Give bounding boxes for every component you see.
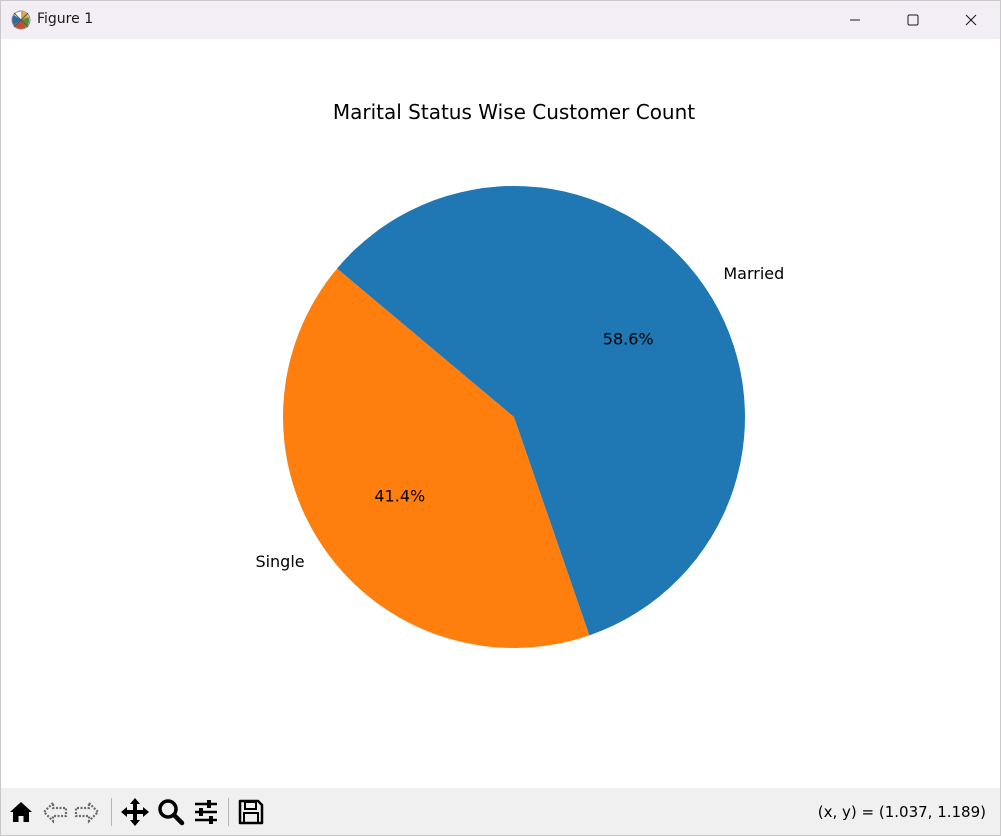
save-icon (238, 799, 264, 825)
home-button[interactable] (5, 796, 37, 828)
toolbar-separator (228, 798, 229, 826)
pct-label-married: 58.6% (603, 329, 654, 348)
back-button[interactable] (39, 796, 71, 828)
close-icon (965, 14, 977, 26)
pie-slices (283, 186, 746, 649)
navigation-toolbar: (x, y) = (1.037, 1.189) (1, 788, 1000, 835)
maximize-button[interactable] (885, 1, 941, 39)
toolbar-separator (111, 798, 112, 826)
minimize-icon (850, 19, 860, 21)
back-arrow-icon (42, 800, 68, 824)
pie-slice-married (337, 186, 746, 636)
matplotlib-app-icon (11, 10, 31, 30)
pie-slice-single (283, 268, 590, 649)
pie-chart: Marital Status Wise Customer Count 41.4%… (255, 100, 784, 649)
maximize-icon (907, 14, 919, 26)
forward-button[interactable] (71, 796, 103, 828)
pan-button[interactable] (119, 796, 151, 828)
configure-subplots-button[interactable] (190, 796, 222, 828)
move-icon (121, 798, 149, 826)
figure-canvas[interactable]: Marital Status Wise Customer Count 41.4%… (1, 39, 1000, 788)
window-title: Figure 1 (37, 11, 94, 27)
zoom-icon (158, 799, 185, 826)
category-label-single: Single (255, 552, 304, 571)
home-icon (10, 802, 32, 822)
forward-arrow-icon (74, 800, 100, 824)
category-label-married: Married (723, 264, 784, 283)
close-button[interactable] (943, 1, 999, 39)
pct-label-single: 41.4% (374, 487, 425, 506)
save-button[interactable] (235, 796, 267, 828)
zoom-button[interactable] (155, 796, 187, 828)
sliders-icon (195, 800, 217, 824)
cursor-coordinates: (x, y) = (1.037, 1.189) (817, 803, 986, 821)
minimize-button[interactable] (827, 1, 883, 39)
pie-labels: 41.4% Single 58.6% Married (255, 264, 784, 571)
chart-title: Marital Status Wise Customer Count (333, 100, 695, 124)
title-bar[interactable]: Figure 1 (1, 1, 1000, 39)
